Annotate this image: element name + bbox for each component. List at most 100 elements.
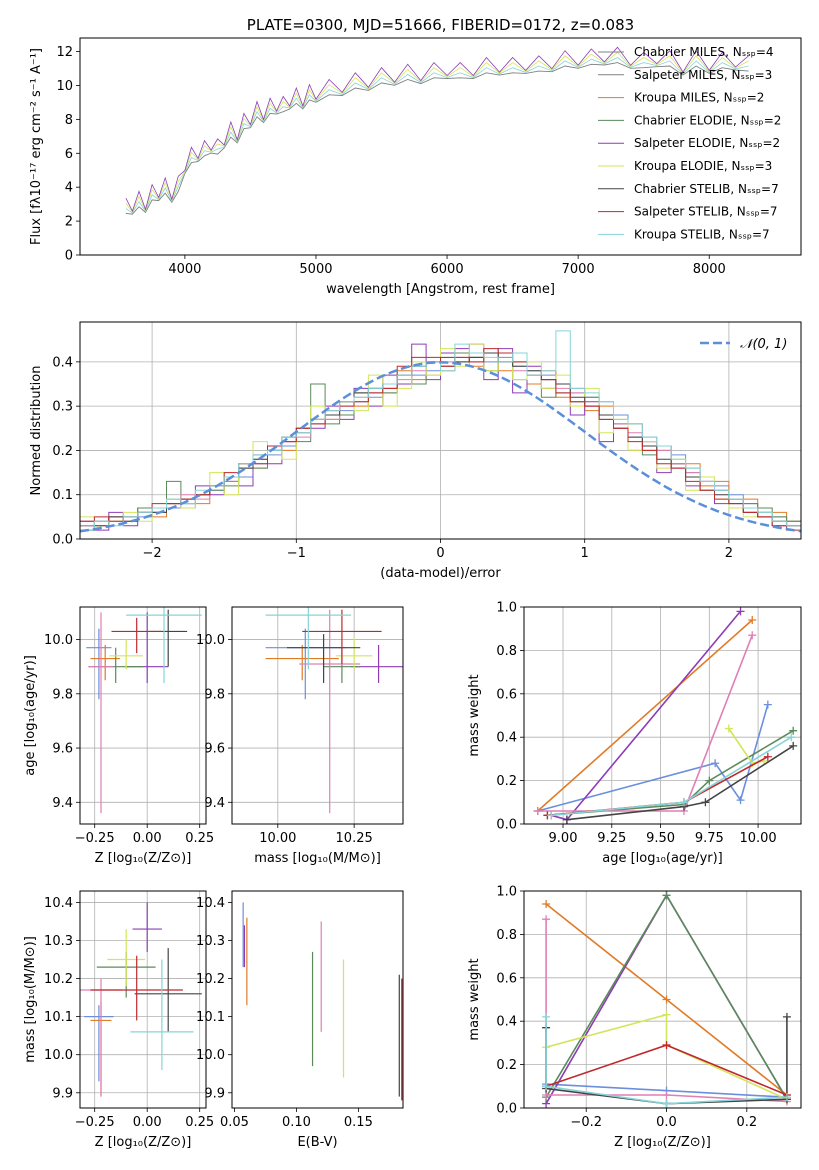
data-point xyxy=(265,607,352,670)
x-axis-label: mass [log₁₀(M/M⊙)] xyxy=(254,851,381,866)
y-tick-label: 0.4 xyxy=(496,731,517,746)
plot-frame xyxy=(79,321,802,540)
weight-marker xyxy=(662,995,671,1004)
weight-marker xyxy=(789,726,798,735)
x-tick-label: 0.2 xyxy=(736,1115,757,1130)
y-axis-label: Flux [fλ10⁻¹⁷ erg cm⁻² s⁻¹ A⁻¹] xyxy=(29,48,44,245)
y-tick-label: 0.6 xyxy=(496,971,517,986)
x-axis-label: age [log₁₀(age/yr)] xyxy=(602,851,723,866)
weight-marker xyxy=(736,796,745,805)
plot-frame xyxy=(523,890,802,1109)
weight-marker xyxy=(701,798,710,807)
data-point xyxy=(88,612,114,814)
chart-mass-weight-vs-z: −0.2 0.0 0.2 0.0 0.2 0.4 0.6 0.8 1.0 Z [log₁₀(Z/Z… xyxy=(467,885,802,1150)
plot-frame xyxy=(231,606,404,825)
data-point xyxy=(90,644,120,681)
y-tick-label: 10.1 xyxy=(44,1010,73,1025)
spectrum-line xyxy=(125,51,749,213)
weight-line xyxy=(545,1013,788,1101)
y-axis-label: mass weight xyxy=(467,958,482,1040)
x-axis-label: Z [log₁₀(Z/Z⊙)] xyxy=(95,1135,192,1150)
data-point xyxy=(90,955,183,1021)
x-tick-label: −2 xyxy=(143,546,162,561)
plot-content xyxy=(80,902,202,1097)
weight-marker xyxy=(542,900,551,909)
y-tick-label: 10.4 xyxy=(44,896,73,911)
spectrum-line xyxy=(125,57,749,214)
plot-content xyxy=(242,902,403,1101)
x-tick-label: 10.25 xyxy=(336,831,373,846)
weight-marker xyxy=(748,616,757,625)
x-tick-label: 0.25 xyxy=(185,831,214,846)
y-tick-label: 0.2 xyxy=(52,444,73,459)
data-point xyxy=(109,639,143,670)
x-tick-label: 0.15 xyxy=(344,1115,373,1130)
y-tick-label: 0.3 xyxy=(52,400,73,415)
y-tick-label: 12 xyxy=(56,45,73,60)
y-tick-label: 0.0 xyxy=(496,818,517,833)
y-tick-label: 9.9 xyxy=(204,1086,225,1101)
y-tick-label: 9.6 xyxy=(204,742,225,757)
chart-spectrum: 4000 5000 6000 7000 8000 0 2 4 6 8 10 12 wavelength … xyxy=(29,16,802,297)
y-tick-label: 0.1 xyxy=(52,488,73,503)
weight-marker xyxy=(542,915,551,924)
y-tick-label: 9.8 xyxy=(52,687,73,702)
weight-marker xyxy=(787,733,796,742)
weight-marker xyxy=(662,1090,671,1099)
y-tick-label: 2 xyxy=(65,215,73,230)
x-tick-label: 10.00 xyxy=(259,831,296,846)
weight-marker xyxy=(724,724,733,733)
x-tick-label: −1 xyxy=(287,546,306,561)
plot-content xyxy=(265,607,403,814)
x-tick-label: 0 xyxy=(436,546,444,561)
y-tick-label: 9.9 xyxy=(52,1086,73,1101)
y-tick-label: 0.2 xyxy=(496,1058,517,1073)
x-axis-label: (data-model)/error xyxy=(380,566,501,581)
data-point xyxy=(107,929,146,987)
weight-line xyxy=(545,1016,787,1105)
weight-marker xyxy=(542,1012,551,1021)
data-point xyxy=(126,607,202,683)
x-tick-label: 10.00 xyxy=(739,831,776,846)
weight-marker xyxy=(542,1082,551,1091)
histogram-step xyxy=(80,343,801,531)
data-point xyxy=(88,647,143,683)
y-tick-label: 10.3 xyxy=(44,934,73,949)
y-tick-label: 0.0 xyxy=(496,1102,517,1117)
y-tick-label: 1.0 xyxy=(496,601,517,616)
x-tick-label: 9.00 xyxy=(549,831,578,846)
y-tick-label: 10.4 xyxy=(196,896,225,911)
weight-line xyxy=(547,730,794,817)
x-tick-label: −0.2 xyxy=(570,1115,602,1130)
y-tick-label: 10.0 xyxy=(196,1048,225,1063)
plot-frame xyxy=(79,890,207,1109)
plot-content xyxy=(86,607,202,814)
weight-marker xyxy=(782,1012,791,1021)
y-tick-label: 9.8 xyxy=(204,687,225,702)
plot-frame xyxy=(523,606,802,825)
x-tick-label: 5000 xyxy=(299,262,332,277)
data-point xyxy=(86,628,112,700)
y-tick-label: 10.2 xyxy=(44,972,73,987)
y-tick-label: 0.2 xyxy=(496,774,517,789)
y-tick-label: 10.2 xyxy=(196,972,225,987)
y-tick-label: 9.4 xyxy=(204,796,225,811)
data-point xyxy=(111,617,162,654)
y-axis-label: Normed distribution xyxy=(29,366,44,496)
weight-marker xyxy=(763,700,772,709)
data-point xyxy=(265,644,339,681)
y-tick-label: 0 xyxy=(65,249,73,264)
legend-label: Chabrier MILES, Nₛₛₚ=4 xyxy=(634,45,774,59)
x-tick-label: 0.0 xyxy=(656,1115,677,1130)
legend: Chabrier MILES, Nₛₛₚ=4 Salpeter MILES, Nₛ… xyxy=(598,45,781,241)
y-tick-label: 1.0 xyxy=(496,885,517,900)
x-tick-label: 0.25 xyxy=(185,1115,214,1130)
y-tick-label: 0.4 xyxy=(52,355,73,370)
gaussian-curve xyxy=(80,361,801,533)
weight-marker xyxy=(662,1099,671,1108)
data-point xyxy=(84,1005,114,1082)
weight-marker xyxy=(789,741,798,750)
data-point xyxy=(286,634,361,683)
x-tick-label: 0.00 xyxy=(133,1115,162,1130)
x-tick-label: 7000 xyxy=(562,262,595,277)
